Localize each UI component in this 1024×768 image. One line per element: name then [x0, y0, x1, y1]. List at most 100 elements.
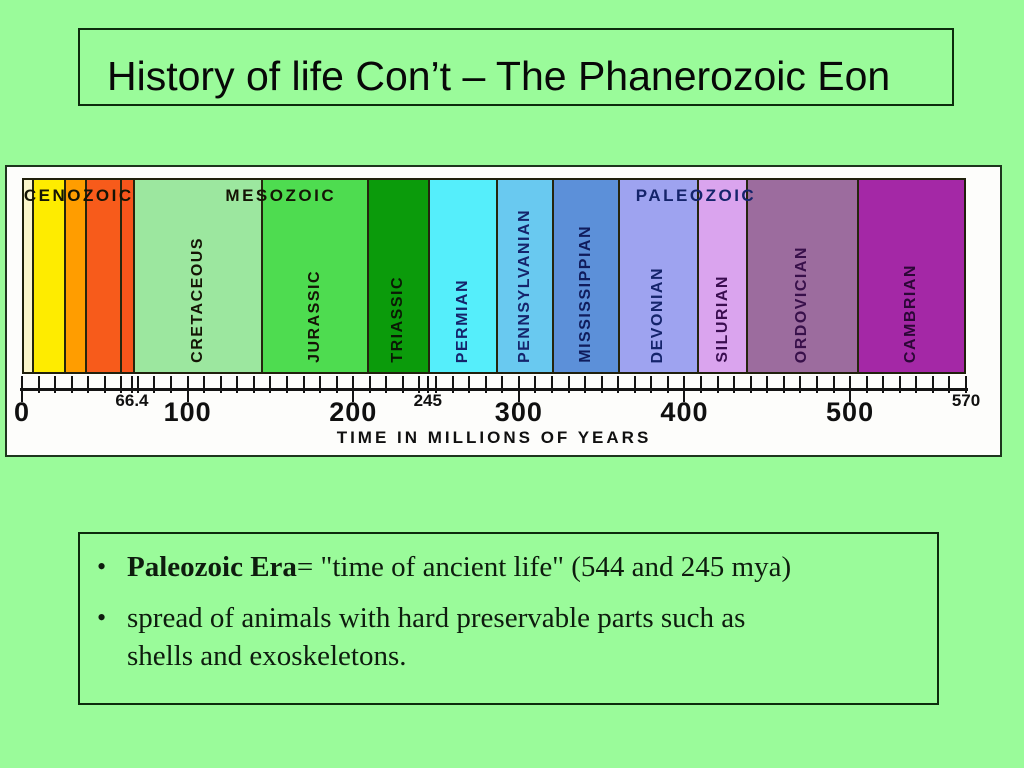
cenozoic-epoch-stripe	[32, 180, 64, 372]
timescale-band: CRETACEOUS JURASSIC TRIASSIC PERMIAN PENNSYL…	[22, 178, 966, 374]
bullet-line-2: shells and exoskeletons.	[127, 640, 407, 672]
axis-tick	[285, 376, 288, 393]
axis-tick	[517, 376, 520, 402]
page-title: History of life Con’t – The Phanerozoic …	[107, 52, 891, 99]
period-pennsylvanian: PENNSYLVANIAN	[495, 180, 552, 372]
axis-tick	[252, 376, 255, 393]
axis-tick	[700, 376, 703, 393]
axis-tick	[534, 376, 537, 393]
axis-tick	[567, 376, 570, 393]
axis-tick	[435, 376, 438, 393]
period-label-silurian: SILURIAN	[713, 275, 731, 363]
period-cambrian: CAMBRIAN	[856, 180, 964, 372]
axis-tick	[931, 376, 934, 393]
axis-tick	[130, 376, 133, 393]
axis-tick	[782, 376, 785, 393]
axis-tick	[733, 376, 736, 393]
axis-tick	[865, 376, 868, 393]
bullet-text: Paleozoic Era= "time of ancient life" (5…	[127, 548, 791, 586]
axis-tick	[633, 376, 636, 393]
axis-tick	[120, 376, 123, 393]
bullet-item-spread: • spread of animals with hard preservabl…	[95, 599, 927, 675]
axis-label-400: 400	[660, 397, 709, 427]
axis-tick	[716, 376, 719, 393]
axis-tick	[153, 376, 156, 393]
period-devonian: DEVONIAN	[617, 180, 697, 372]
axis-tick	[666, 376, 669, 393]
axis-tick	[21, 376, 23, 402]
time-axis-line	[20, 388, 968, 391]
axis-tick	[898, 376, 901, 393]
axis-tick	[236, 376, 239, 393]
axis-tick	[54, 376, 57, 393]
period-cretaceous: CRETACEOUS	[133, 180, 262, 372]
cenozoic-epoch-stripe	[119, 180, 134, 372]
period-silurian: SILURIAN	[696, 180, 747, 372]
axis-label-500: 500	[826, 397, 875, 427]
title-box: History of life Con’t – The Phanerozoic …	[78, 28, 954, 106]
axis-tick	[600, 376, 603, 393]
axis-tick	[468, 376, 471, 393]
axis-tick	[70, 376, 73, 393]
axis-tick	[385, 376, 388, 393]
period-ordovician: ORDOVICIAN	[746, 180, 857, 372]
axis-tick	[401, 376, 404, 393]
period-label-mississippian: MISSISSIPPIAN	[576, 225, 594, 363]
axis-label-100: 100	[163, 397, 212, 427]
period-jurassic: JURASSIC	[261, 180, 367, 372]
axis-label-570: 570	[951, 391, 981, 410]
axis-tick	[269, 376, 272, 393]
period-label-triassic: TRIASSIC	[389, 276, 407, 363]
bullet-lead-bold: Paleozoic Era	[127, 551, 297, 583]
axis-tick	[302, 376, 305, 393]
axis-tick	[103, 376, 106, 393]
axis-tick	[799, 376, 802, 393]
axis-label-300: 300	[494, 397, 543, 427]
period-label-jurassic: JURASSIC	[306, 270, 324, 363]
period-permian: PERMIAN	[427, 180, 496, 372]
bullet-rest: = "time of ancient life" (544 and 245 my…	[296, 551, 792, 583]
axis-tick	[426, 376, 429, 393]
axis-tick	[550, 376, 553, 393]
period-label-pennsylvanian: PENNSYLVANIAN	[515, 208, 533, 363]
bullet-text: spread of animals with hard preservable …	[127, 599, 745, 675]
bullet-line-1: spread of animals with hard preservable …	[127, 602, 746, 634]
era-label-paleozoic: PALEOZOIC	[635, 186, 757, 205]
bullet-item-paleozoic: • Paleozoic Era= "time of ancient life" …	[95, 548, 927, 586]
axis-tick	[617, 376, 620, 393]
axis-tick	[368, 376, 371, 393]
axis-label-66.4: 66.4	[115, 391, 149, 410]
bullet-dot: •	[97, 603, 107, 632]
axis-tick	[335, 376, 338, 393]
period-label-cambrian: CAMBRIAN	[902, 263, 920, 363]
axis-title: TIME IN MILLIONS OF YEARS	[336, 428, 652, 447]
axis-tick	[965, 376, 967, 393]
period-label-cretaceous: CRETACEOUS	[189, 237, 207, 363]
axis-tick	[584, 376, 587, 393]
axis-tick	[136, 376, 139, 393]
bullet-dot: •	[97, 552, 107, 581]
axis-ticks	[21, 376, 967, 412]
axis-tick	[451, 376, 454, 393]
axis-tick	[186, 376, 189, 402]
axis-label-200: 200	[329, 397, 378, 427]
axis-label-245: 245	[413, 391, 442, 410]
axis-tick	[484, 376, 487, 393]
axis-tick	[915, 376, 918, 393]
era-label-mesozoic: MESOZOIC	[225, 186, 337, 205]
era-label-cenozoic: CENOZOIC	[23, 186, 134, 205]
axis-tick	[501, 376, 504, 393]
axis-tick	[37, 376, 40, 393]
axis-tick	[815, 376, 818, 393]
axis-tick	[683, 376, 686, 402]
axis-tick	[832, 376, 835, 393]
period-label-permian: PERMIAN	[453, 278, 471, 363]
axis-tick	[948, 376, 951, 393]
axis-tick	[219, 376, 222, 393]
axis-tick	[749, 376, 752, 393]
axis-tick	[849, 376, 852, 402]
geologic-timescale-panel: CRETACEOUS JURASSIC TRIASSIC PERMIAN PENNSYL…	[5, 165, 1002, 457]
cenozoic-epoch-stripe	[63, 180, 85, 372]
cenozoic-epoch-stripe	[85, 180, 120, 372]
